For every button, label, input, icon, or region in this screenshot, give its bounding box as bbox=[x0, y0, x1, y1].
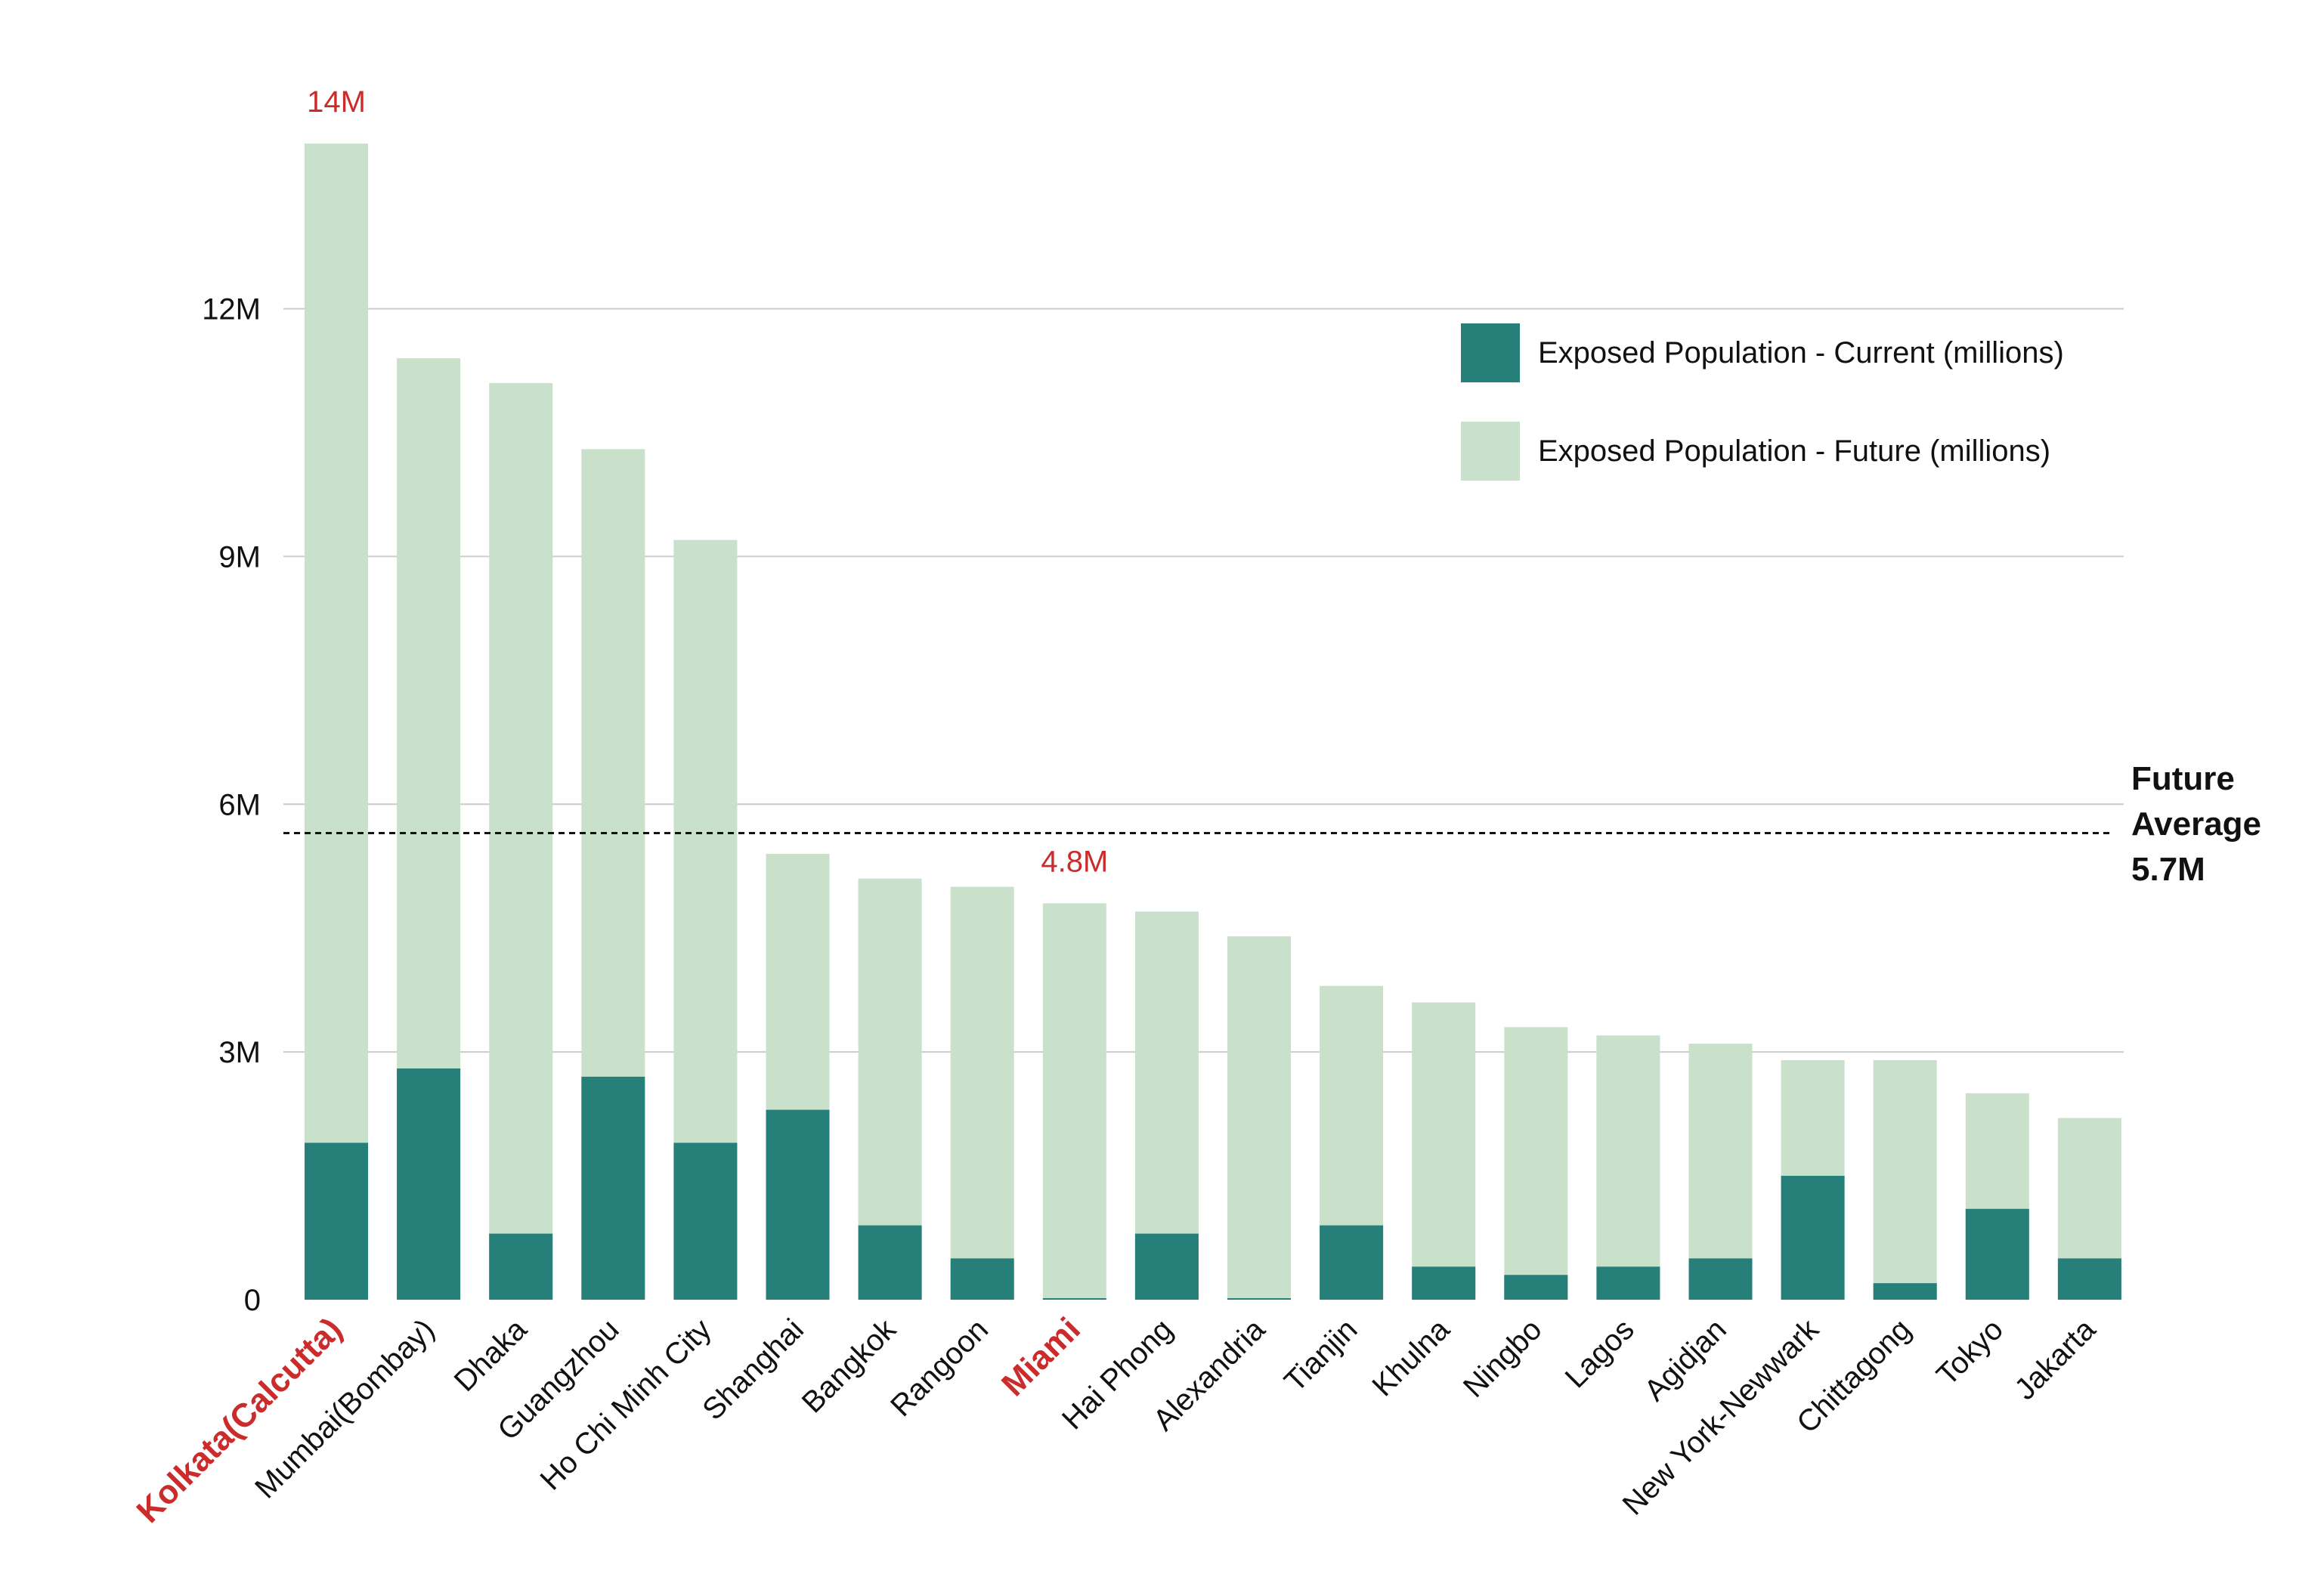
bar-future-7 bbox=[950, 886, 1014, 1300]
x-tick-label: Ningbo bbox=[1457, 1313, 1549, 1404]
y-tick-label: 6M bbox=[218, 788, 261, 821]
bar-current-2 bbox=[489, 1233, 553, 1300]
bar-future-12 bbox=[1412, 1002, 1476, 1300]
bar-current-9 bbox=[1134, 1233, 1199, 1300]
legend-label: Exposed Population - Current (millions) bbox=[1538, 336, 2064, 370]
bar-current-4 bbox=[673, 1143, 738, 1300]
bar-current-7 bbox=[950, 1258, 1014, 1300]
x-tick-label: Bangkok bbox=[796, 1313, 903, 1420]
legend-label: Exposed Population - Future (millions) bbox=[1538, 434, 2050, 468]
x-tick-label: Lagos bbox=[1559, 1313, 1641, 1394]
y-tick-label: 12M bbox=[202, 293, 261, 326]
bar-future-13 bbox=[1504, 1027, 1568, 1300]
bar-current-5 bbox=[766, 1109, 830, 1300]
x-tick-label: Agidjan bbox=[1638, 1313, 1732, 1407]
x-tick-label: Ho Chi Minh City bbox=[534, 1313, 717, 1496]
bar-current-10 bbox=[1227, 1298, 1291, 1300]
y-tick-label: 0 bbox=[244, 1284, 261, 1317]
future-average-label: Average bbox=[2131, 806, 2261, 843]
x-tick-label: Shanghai bbox=[696, 1313, 810, 1427]
gridlines bbox=[283, 308, 2124, 1053]
bar-current-0 bbox=[305, 1143, 368, 1300]
bar-future-2 bbox=[489, 382, 553, 1300]
bar-future-15 bbox=[1688, 1044, 1753, 1300]
x-tick-label: Dhaka bbox=[448, 1313, 534, 1398]
bar-current-16 bbox=[1781, 1176, 1845, 1300]
bar-future-8 bbox=[1042, 903, 1106, 1300]
bar-current-6 bbox=[858, 1225, 922, 1300]
bar-future-17 bbox=[1873, 1060, 1937, 1300]
x-tick-label: Tokyo bbox=[1930, 1313, 2010, 1392]
data-label: 14M bbox=[307, 85, 366, 119]
bar-future-14 bbox=[1596, 1035, 1660, 1300]
future-average-label: Future bbox=[2131, 760, 2235, 797]
bar-current-17 bbox=[1873, 1283, 1937, 1300]
bar-current-13 bbox=[1504, 1275, 1568, 1300]
x-tick-label: Miami bbox=[995, 1310, 1088, 1403]
bar-current-1 bbox=[397, 1068, 461, 1300]
x-tick-label: Khulna bbox=[1366, 1313, 1456, 1403]
y-tick-label: 9M bbox=[218, 540, 261, 574]
bar-current-12 bbox=[1412, 1266, 1476, 1300]
data-label: 4.8M bbox=[1041, 845, 1108, 878]
legend: Exposed Population - Current (millions) E… bbox=[1461, 323, 2064, 481]
bars bbox=[305, 144, 2121, 1300]
x-tick-label: Rangoon bbox=[884, 1313, 995, 1423]
bar-future-0 bbox=[305, 144, 368, 1300]
legend-swatch bbox=[1461, 422, 1520, 481]
bar-current-18 bbox=[1965, 1208, 2029, 1300]
x-tick-label: Tianjin bbox=[1278, 1313, 1363, 1398]
future-average-line-group: Future Average 5.7M bbox=[283, 760, 2261, 888]
x-tick-label: Jakarta bbox=[2008, 1313, 2102, 1406]
bar-current-15 bbox=[1688, 1258, 1753, 1300]
bar-current-8 bbox=[1042, 1298, 1106, 1300]
x-tick-label: Mumbai(Bombay) bbox=[249, 1313, 441, 1504]
bar-future-10 bbox=[1227, 936, 1291, 1300]
bar-current-14 bbox=[1596, 1266, 1660, 1300]
bar-current-3 bbox=[581, 1076, 645, 1300]
bar-current-11 bbox=[1320, 1225, 1384, 1300]
future-average-label: 5.7M bbox=[2131, 851, 2205, 888]
legend-swatch bbox=[1461, 323, 1520, 382]
bar-current-19 bbox=[2057, 1258, 2121, 1300]
y-tick-label: 3M bbox=[218, 1036, 261, 1069]
